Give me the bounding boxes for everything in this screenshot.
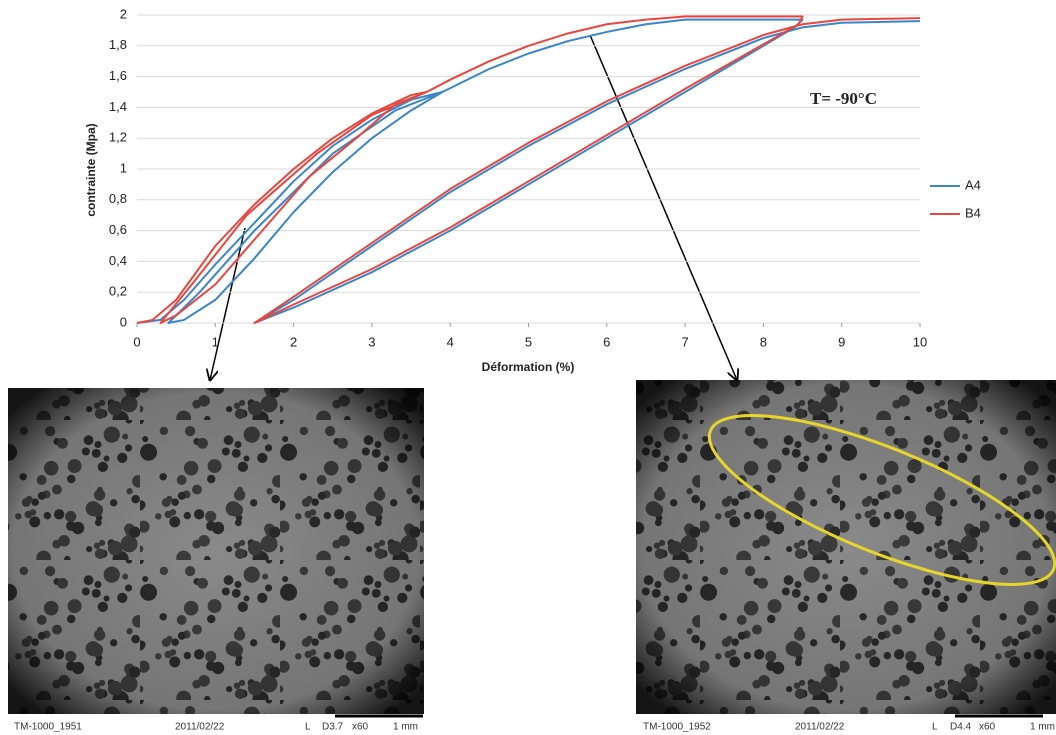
x-tick-label: 8: [760, 334, 767, 349]
legend-label: A4: [965, 177, 981, 192]
caption: 1 mm: [1030, 722, 1055, 733]
y-tick-label: 1,4: [109, 99, 127, 114]
caption: x60: [979, 722, 996, 733]
caption: TM-1000_1952: [643, 722, 711, 733]
caption: 2011/02/22: [795, 722, 845, 733]
y-tick-label: 1,6: [109, 68, 127, 83]
annotation: T= -90°C: [810, 89, 877, 108]
y-axis-label: contrainte (Mpa): [84, 123, 98, 216]
x-tick-label: 10: [913, 334, 927, 349]
highlight-ellipse: [707, 414, 1056, 586]
x-tick-label: 3: [368, 334, 375, 349]
caption: D3.7: [322, 722, 344, 733]
x-tick-label: 7: [681, 334, 688, 349]
caption: 1 mm: [393, 722, 418, 733]
caption: 2011/02/22: [175, 722, 225, 733]
arrow: [589, 34, 737, 380]
y-tick-label: 0,2: [109, 284, 127, 299]
micrograph-shade: [8, 388, 424, 714]
y-tick-label: 0,4: [109, 253, 127, 268]
caption: D4.4: [950, 722, 972, 733]
x-tick-label: 5: [525, 334, 532, 349]
x-tick-label: 4: [447, 334, 454, 349]
caption: TM-1000_1951: [14, 722, 82, 733]
legend-label: B4: [965, 205, 981, 220]
x-tick-label: 6: [603, 334, 610, 349]
micrographs: TM-1000_1951 2011/02/22 L D3.7 x60 1 mm TM-100…: [8, 380, 1056, 733]
series-line: [136, 18, 921, 324]
x-axis-label: Déformation (%): [482, 360, 575, 374]
x-tick-label: 1: [212, 334, 219, 349]
y-tick-label: 0,8: [109, 191, 127, 206]
micrograph-shade: [636, 380, 1056, 714]
y-tick-label: 1,8: [109, 37, 127, 52]
x-tick-label: 0: [133, 334, 140, 349]
y-tick-label: 0,6: [109, 222, 127, 237]
y-tick-label: 0: [120, 314, 127, 329]
x-tick-label: 9: [838, 334, 845, 349]
caption: L: [932, 722, 938, 733]
x-tick-label: 2: [290, 334, 297, 349]
caption: L: [305, 722, 311, 733]
y-tick-label: 2: [120, 6, 127, 21]
y-tick-label: 1: [120, 160, 127, 175]
arrow: [210, 227, 246, 380]
series-line: [136, 15, 921, 324]
y-tick-label: 1,2: [109, 130, 127, 145]
caption: x60: [352, 722, 369, 733]
